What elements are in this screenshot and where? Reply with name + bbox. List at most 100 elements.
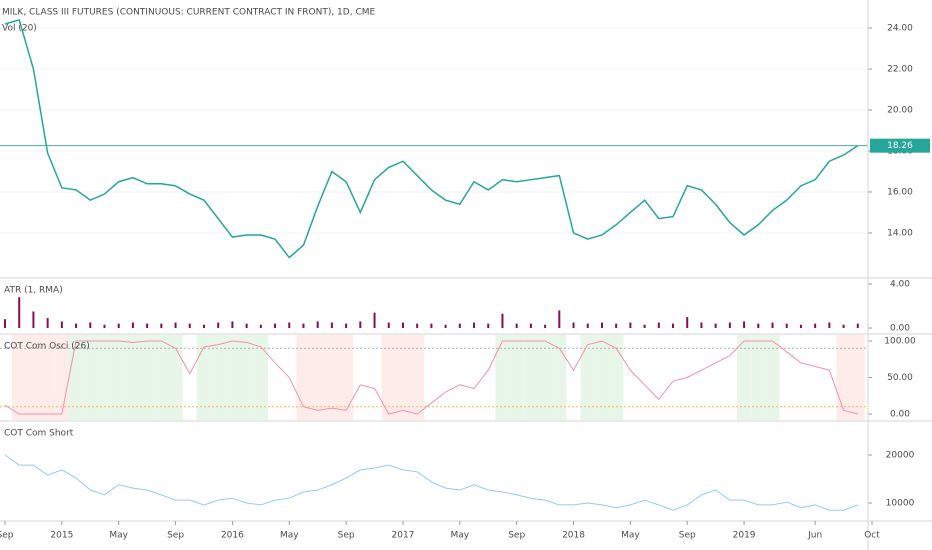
- zone: [140, 335, 155, 420]
- x-tick-label: May: [451, 531, 470, 541]
- y-tick-label: 10000: [886, 498, 915, 508]
- bar: [615, 323, 618, 329]
- bar: [700, 322, 703, 329]
- zone: [836, 335, 851, 420]
- y-tick-label: 14.00: [887, 228, 913, 238]
- x-tick-label: Sep: [679, 531, 696, 541]
- last-price-box: [870, 138, 930, 153]
- bar: [586, 323, 589, 329]
- zone: [537, 335, 553, 420]
- zone: [253, 335, 268, 420]
- zone: [296, 335, 311, 420]
- bar: [643, 324, 646, 329]
- zone: [495, 335, 510, 420]
- zone: [580, 335, 595, 420]
- bar: [60, 321, 63, 329]
- bar: [4, 319, 6, 329]
- pane-title: COT Com Osci (26): [4, 342, 90, 352]
- bar: [529, 323, 532, 329]
- bar: [117, 323, 120, 329]
- pane-title: ATR (1, RMA): [4, 286, 63, 296]
- bar: [146, 323, 149, 329]
- zone: [83, 335, 98, 420]
- bar: [828, 322, 831, 329]
- x-tick-label: May: [109, 531, 128, 541]
- pane-title: COT Com Short: [4, 429, 74, 439]
- y-tick-label: 16.00: [887, 187, 913, 197]
- zone: [154, 335, 169, 420]
- zone: [765, 335, 780, 420]
- zone: [26, 335, 41, 420]
- zone: [12, 335, 27, 420]
- zone: [125, 335, 141, 420]
- bar: [487, 323, 490, 329]
- bar: [345, 323, 348, 329]
- bar: [799, 324, 802, 329]
- x-tick-label: 2017: [392, 531, 415, 541]
- x-tick-label: Sep: [508, 531, 525, 541]
- bar: [515, 323, 518, 329]
- bar: [259, 324, 262, 329]
- bar: [401, 322, 404, 329]
- bar: [501, 313, 504, 329]
- zone: [381, 335, 396, 420]
- bar: [373, 312, 376, 329]
- y-tick-label: 50.00: [887, 373, 913, 383]
- bar: [188, 323, 191, 329]
- bar: [785, 323, 788, 329]
- bar: [814, 323, 817, 329]
- bar: [316, 321, 319, 329]
- bar: [245, 323, 248, 329]
- bar: [672, 323, 675, 329]
- bar: [32, 311, 35, 329]
- bar: [359, 321, 362, 329]
- zone: [97, 335, 112, 420]
- bar: [288, 322, 291, 329]
- zone: [40, 335, 55, 420]
- bar: [89, 322, 92, 329]
- bar: [686, 317, 689, 329]
- series-line: [4, 18, 859, 259]
- bar: [629, 322, 632, 329]
- bar: [600, 322, 603, 329]
- zone: [850, 335, 865, 420]
- bar: [771, 322, 774, 329]
- bar: [473, 322, 476, 329]
- zone: [552, 335, 567, 420]
- x-tick-label: Sep: [0, 531, 14, 541]
- x-tick-label: May: [621, 531, 640, 541]
- bar: [387, 322, 390, 329]
- bar: [558, 310, 561, 329]
- x-tick-label: Sep: [167, 531, 184, 541]
- bar: [174, 322, 177, 329]
- chart-title: MILK, CLASS III FUTURES (CONTINUOUS: CUR…: [2, 8, 375, 18]
- x-tick-label: 2019: [733, 531, 756, 541]
- y-tick-label: 22.00: [887, 65, 913, 75]
- bar: [202, 324, 205, 329]
- zone: [594, 335, 610, 420]
- bar: [160, 323, 163, 329]
- bar: [302, 323, 305, 329]
- bar: [544, 324, 547, 329]
- zone: [609, 335, 624, 420]
- bar: [572, 322, 575, 329]
- bar: [842, 324, 845, 329]
- bar: [416, 323, 419, 329]
- bar: [458, 323, 461, 329]
- bar: [657, 322, 660, 329]
- zone: [339, 335, 354, 420]
- x-tick-label: Sep: [338, 531, 355, 541]
- bar: [274, 323, 277, 329]
- zone: [196, 335, 212, 420]
- zone: [324, 335, 340, 420]
- x-tick-label: 2018: [562, 531, 585, 541]
- last-price-label: 18.26: [887, 141, 913, 151]
- y-tick-label: 20000: [886, 450, 915, 460]
- x-tick-label: Oct: [864, 531, 880, 541]
- y-tick-label: 0.00: [890, 324, 910, 334]
- bar: [46, 318, 49, 329]
- y-tick-label: 24.00: [887, 24, 913, 34]
- bar: [728, 322, 731, 329]
- x-tick-label: 2016: [221, 531, 244, 541]
